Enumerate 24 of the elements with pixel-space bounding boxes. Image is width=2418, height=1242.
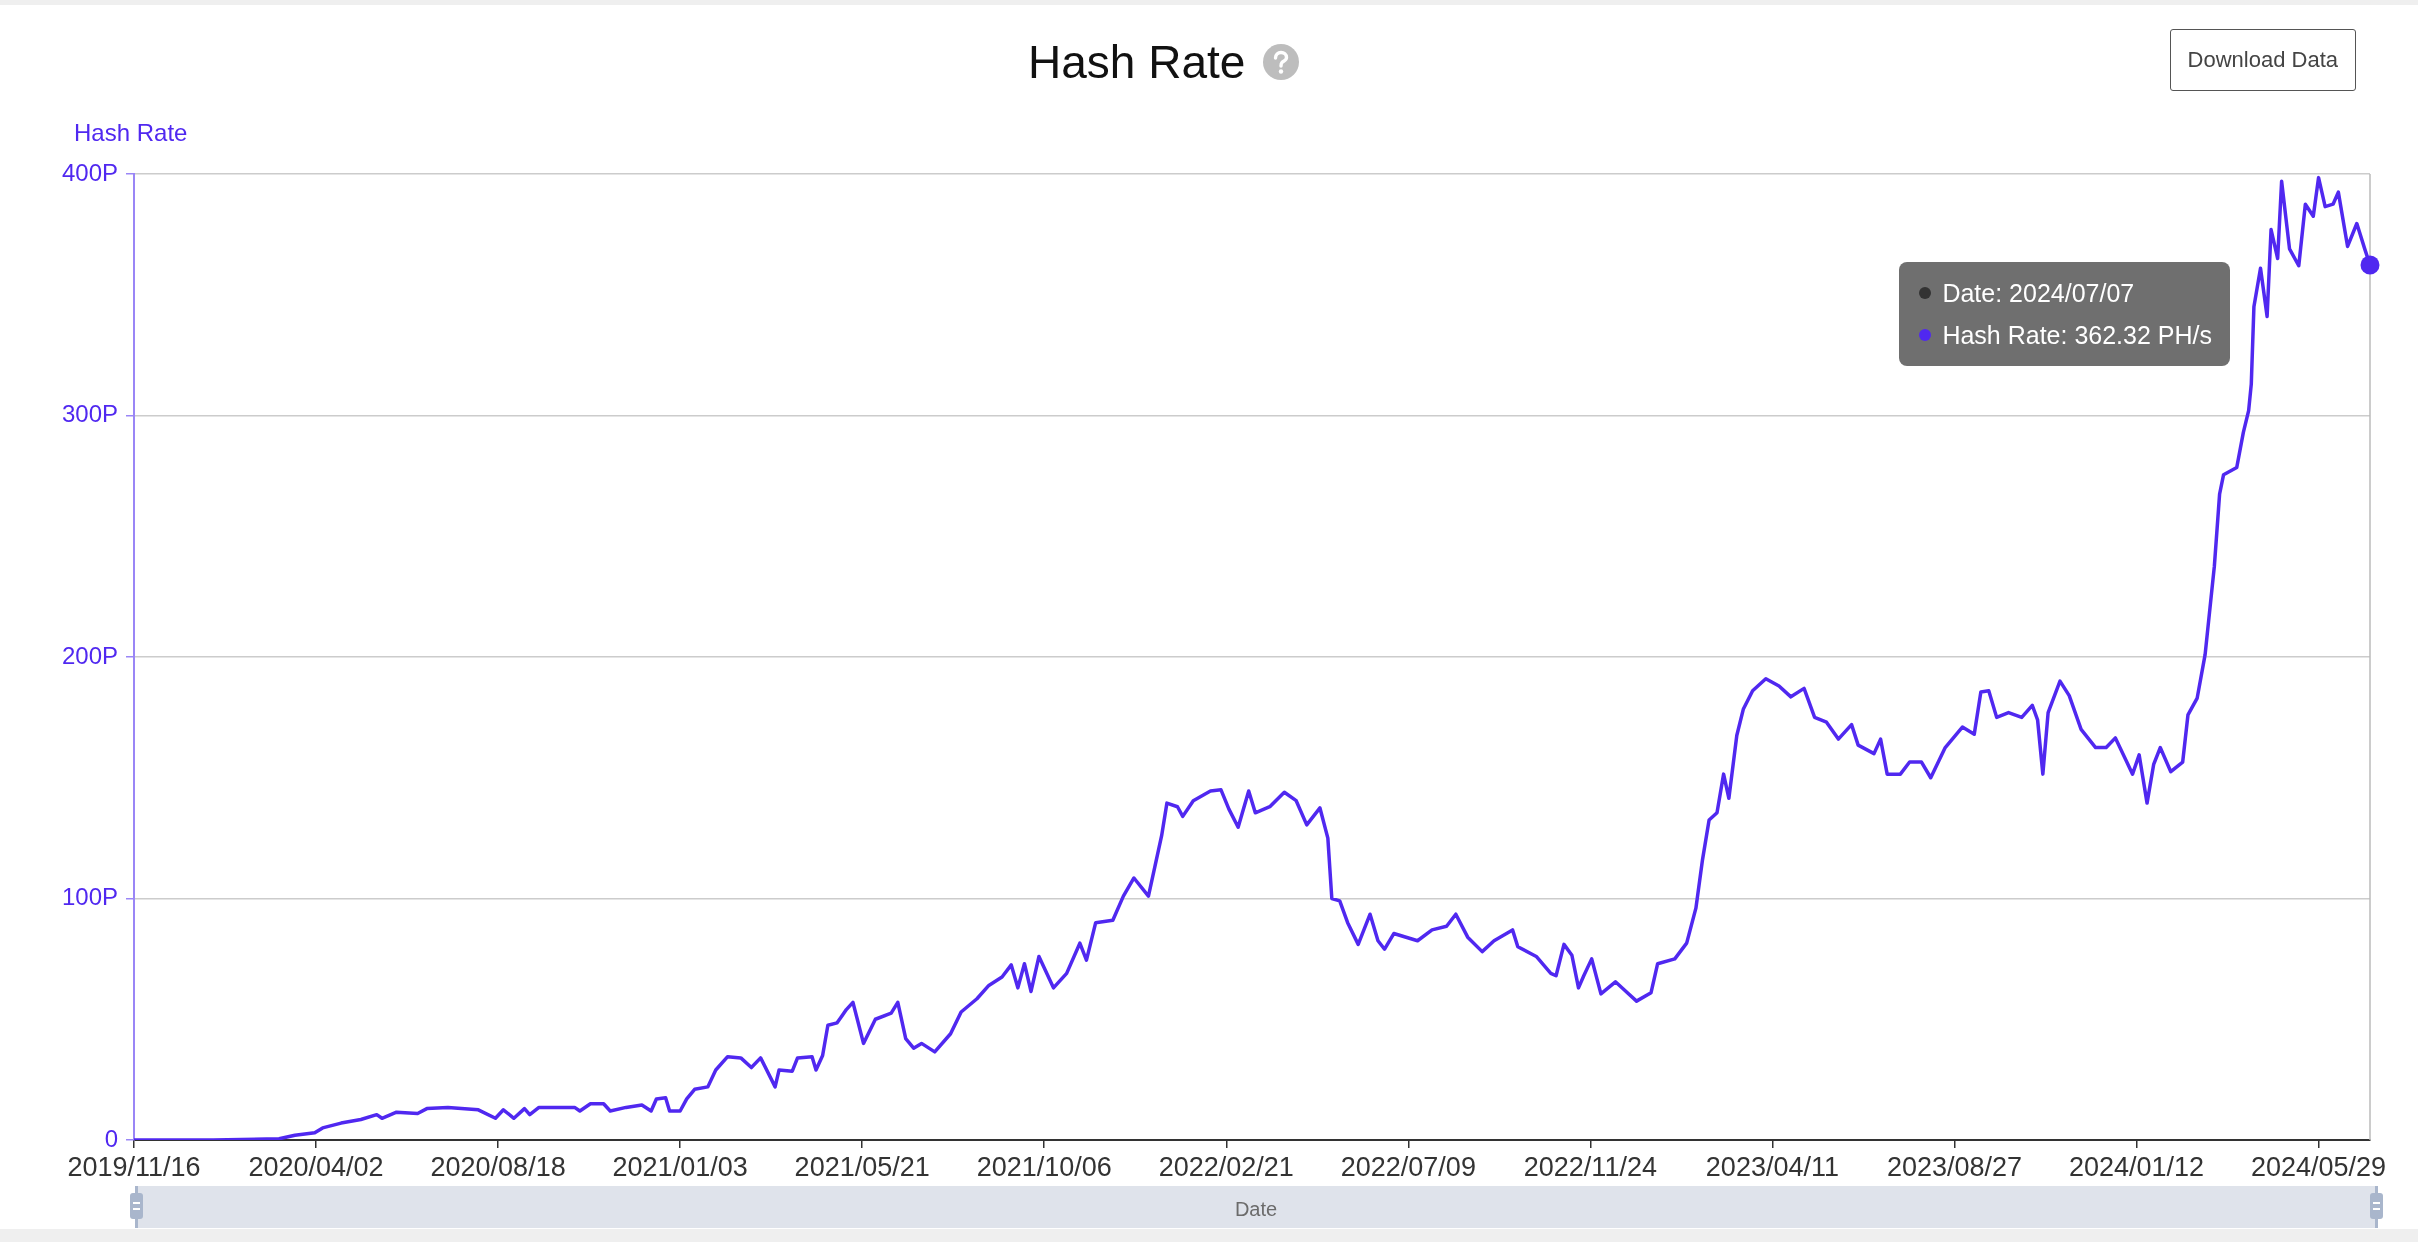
button: Download Data: [2169, 29, 2356, 91]
x-axis-title: Date: [1234, 1197, 1278, 1221]
y-tick-label: 200P: [61, 641, 118, 669]
x-tick-label: 2021/01/03: [612, 1151, 748, 1182]
chart-title: Hash Rate: [1028, 35, 1246, 90]
y-tick-label: 100P: [61, 883, 118, 911]
x-tick-label: 2023/04/11: [1705, 1151, 1839, 1182]
x-tick-label: 2021/10/06: [976, 1151, 1112, 1182]
y-tick-label: 0: [104, 1124, 118, 1152]
x-tick-label: 2023/08/27: [1886, 1151, 2023, 1182]
annotation: Hash Rate: 362.32 PH/s: [1942, 320, 2212, 351]
x-tick-label: 2022/02/21: [1158, 1151, 1294, 1182]
y-tick-label: 400P: [61, 158, 118, 186]
annotation: Date: 2024/07/07: [1942, 278, 2136, 309]
x-tick-label: 2022/07/09: [1340, 1151, 1476, 1182]
x-tick-label: 2020/04/02: [248, 1151, 384, 1182]
x-tick-label: 2024/01/12: [2068, 1151, 2205, 1182]
y-tick-label: 300P: [61, 400, 118, 428]
y-axis-title: Hash Rate: [74, 118, 188, 148]
x-tick-label: 2022/11/24: [1523, 1151, 1657, 1182]
x-tick-label: 2024/05/29: [2250, 1151, 2387, 1182]
x-tick-label: 2021/05/21: [794, 1151, 930, 1182]
x-tick-label: 2019/11/16: [67, 1151, 201, 1182]
x-tick-label: 2020/08/18: [430, 1151, 566, 1182]
